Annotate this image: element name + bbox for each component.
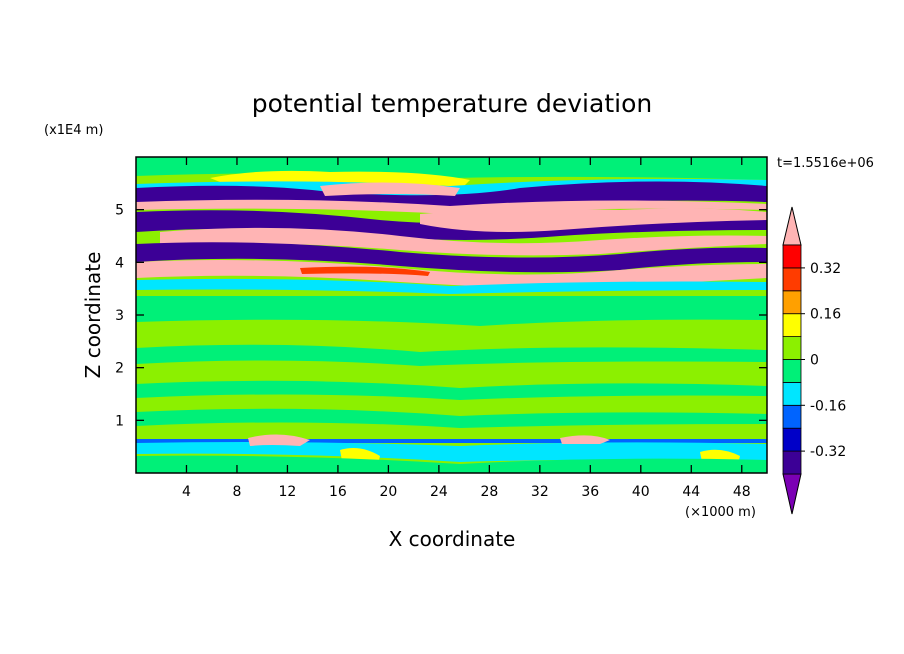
x-tick-label: 36	[581, 484, 599, 500]
top-green-band	[136, 157, 767, 180]
colorbar-segment	[782, 359, 802, 383]
x-tick-label: 44	[682, 484, 700, 500]
mid-green-patch-1	[136, 296, 767, 326]
colorbar-label: 0	[810, 353, 819, 369]
colorbar-segment	[782, 404, 802, 429]
layer-pink-2	[136, 199, 767, 214]
plot-area	[136, 157, 767, 473]
colorbar-label: -0.32	[810, 444, 846, 460]
x-tick-label: 8	[232, 484, 241, 500]
layer-purple-3	[136, 242, 767, 273]
y-axis-label: Z coordinate	[81, 252, 105, 379]
colorbar-segment	[782, 267, 802, 292]
x-tick-label: 28	[480, 484, 498, 500]
layer-cyan-bottom	[136, 278, 767, 294]
x-tick-label: 24	[430, 484, 448, 500]
colorbar: 0.32 0.16 0 -0.16 -0.32	[782, 206, 846, 515]
x-axis-label: X coordinate	[389, 527, 516, 551]
low-blue-line	[136, 439, 767, 443]
colorbar-segment	[782, 244, 802, 269]
colorbar-segment	[782, 450, 802, 475]
colorbar-bottom-triangle	[782, 473, 802, 515]
low-pink-patch-2	[560, 435, 610, 444]
layer-pink-4	[160, 227, 767, 256]
time-label: t=1.5516e+06	[777, 156, 874, 171]
y-tick-label: 4	[115, 255, 124, 271]
low-cyan-band	[136, 442, 767, 462]
x-tick-label: 48	[733, 484, 751, 500]
chart-title: potential temperature deviation	[252, 89, 652, 118]
y-tick-label: 1	[115, 413, 124, 429]
colorbar-segment	[782, 381, 802, 406]
colorbar-segment	[782, 313, 802, 338]
x-unit-label: (×1000 m)	[685, 505, 756, 520]
colorbar-label: -0.16	[810, 398, 846, 414]
layer-pink-1	[320, 182, 460, 196]
x-tick-label: 40	[632, 484, 650, 500]
y-unit-label: (x1E4 m)	[44, 123, 103, 138]
colorbar-top-triangle	[782, 206, 802, 246]
colorbar-label: 0.32	[810, 261, 841, 277]
mid-green-patch-3	[136, 380, 767, 400]
mid-green-patch-2	[136, 344, 767, 366]
x-tick-label: 32	[531, 484, 549, 500]
x-tick-label: 12	[279, 484, 297, 500]
y-tick-label: 2	[115, 361, 124, 377]
y-tick-label: 5	[115, 203, 124, 219]
colorbar-label: 0.16	[810, 307, 841, 323]
x-tick-label: 4	[182, 484, 191, 500]
colorbar-segment	[782, 290, 802, 315]
x-tick-label: 16	[329, 484, 347, 500]
layer-pink-3	[420, 208, 767, 232]
y-tick-label: 3	[115, 308, 124, 324]
layer-pink-5	[136, 260, 767, 288]
low-green-patch	[136, 455, 767, 473]
layer-orange-edge	[300, 266, 430, 276]
low-pink-patch-1	[248, 434, 310, 446]
x-ticks: 4 8 12 16 20 24 28 32 36 40 44 48	[182, 157, 751, 500]
colorbar-segment	[782, 427, 802, 452]
x-tick-label: 20	[379, 484, 397, 500]
mid-green-patch-4	[136, 408, 767, 428]
y-ticks: 1 2 3 4 5	[115, 203, 767, 429]
colorbar-segment	[782, 336, 802, 360]
